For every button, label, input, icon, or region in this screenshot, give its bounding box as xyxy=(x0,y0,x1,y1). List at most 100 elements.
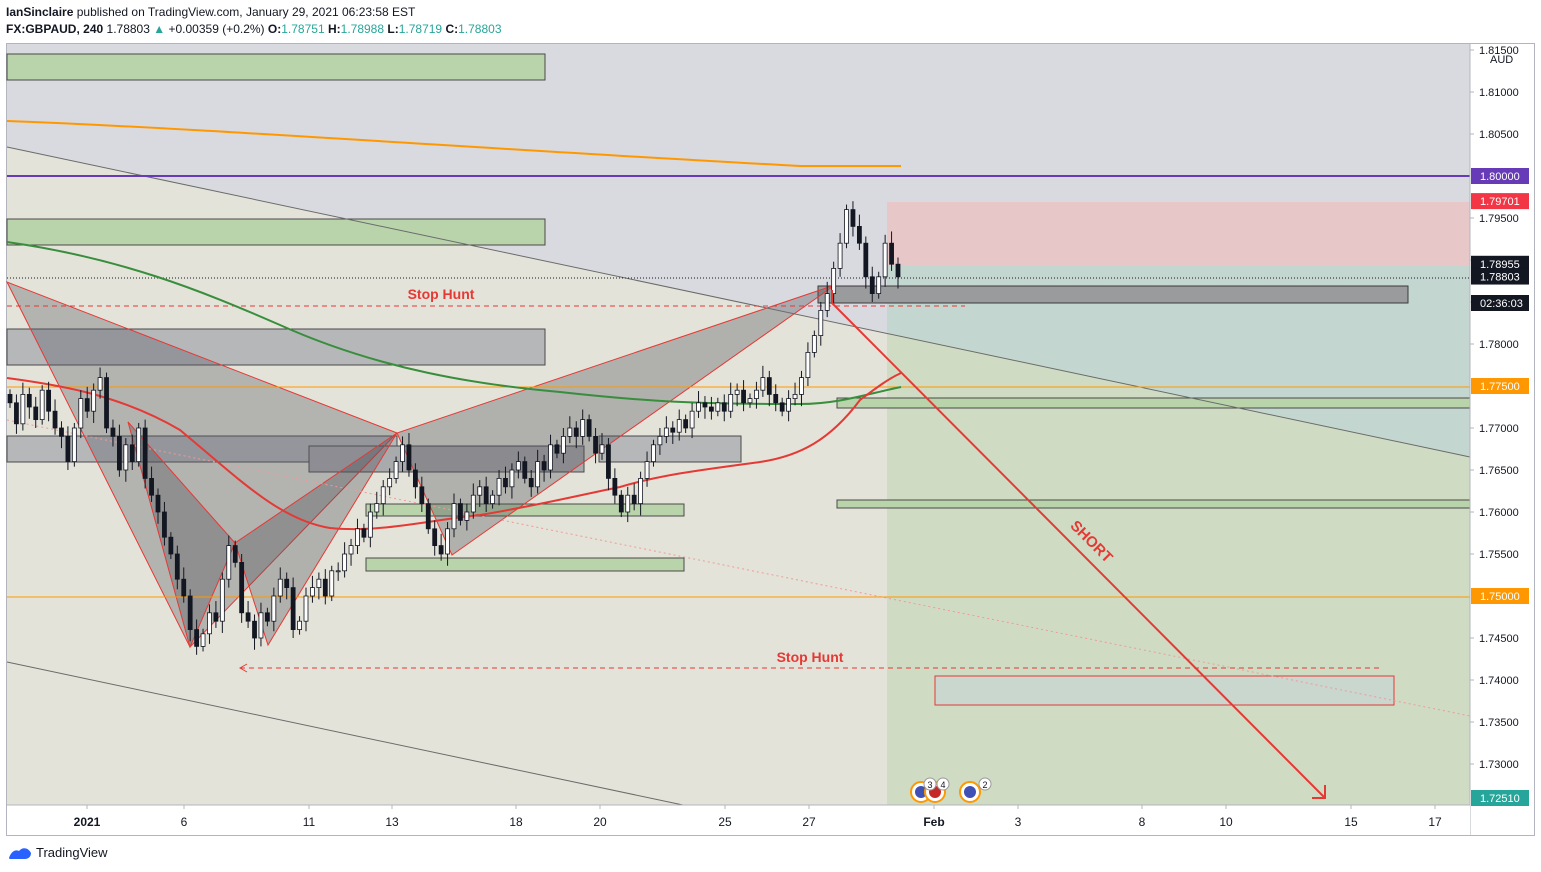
tradingview-logo-icon xyxy=(9,847,31,859)
zone-green[interactable] xyxy=(365,557,685,572)
badge-count xyxy=(923,777,937,791)
last-price: 1.78803 xyxy=(106,22,150,36)
candle-up xyxy=(535,461,541,488)
candle-up xyxy=(316,578,322,589)
price-label-tag xyxy=(1471,378,1529,394)
x-tick-label: 17 xyxy=(1428,815,1442,829)
candle-down xyxy=(631,494,637,505)
zone-gray[interactable] xyxy=(6,328,546,366)
candle-up xyxy=(219,578,225,622)
candle-down xyxy=(412,469,418,488)
trend-line-lower[interactable] xyxy=(6,661,684,806)
y-tick-label: 1.74000 xyxy=(1479,675,1519,687)
candle-up xyxy=(355,528,360,546)
candle-down xyxy=(129,444,135,462)
price-label-text: 1.78955 xyxy=(1480,259,1520,271)
candle-up xyxy=(200,633,206,647)
y-tick-label: 1.77000 xyxy=(1479,423,1519,435)
price-label-tag xyxy=(1471,588,1529,604)
candle-up xyxy=(689,410,695,429)
candle-up xyxy=(567,427,573,437)
target-zone[interactable] xyxy=(934,675,1395,706)
trend-line-upper[interactable] xyxy=(6,146,1471,458)
y-tick-label: 1.75500 xyxy=(1479,549,1519,561)
candle-up xyxy=(335,570,341,573)
candle-up xyxy=(580,419,586,437)
candle-down xyxy=(721,402,727,412)
zone-green[interactable] xyxy=(836,499,1471,509)
x-tick-label: 6 xyxy=(181,815,188,829)
tradingview-footer[interactable]: TradingView xyxy=(8,845,108,860)
candle-up xyxy=(638,477,644,504)
stop-loss-zone xyxy=(887,202,1470,265)
candle-down xyxy=(741,389,746,404)
flag-fill xyxy=(964,786,976,798)
publisher-name[interactable]: IanSinclaire xyxy=(6,5,74,19)
publish-info: published on TradingView.com, January 29… xyxy=(76,5,416,19)
candle-up xyxy=(663,427,669,437)
candle-up xyxy=(303,595,309,622)
candle-down xyxy=(708,406,714,412)
candle-up xyxy=(625,494,631,513)
candle-up xyxy=(39,389,45,421)
candle-up xyxy=(515,461,521,471)
harmonic-pattern[interactable] xyxy=(5,281,836,649)
price-label-tag xyxy=(1471,193,1529,210)
candle-up xyxy=(715,402,721,412)
candle-down xyxy=(174,553,180,580)
candle-up xyxy=(644,461,650,479)
candle-down xyxy=(252,620,257,639)
candle-down xyxy=(194,629,200,647)
price-label-text: 1.77500 xyxy=(1480,381,1520,393)
y-tick-label: 1.81000 xyxy=(1479,87,1519,99)
candle-down xyxy=(554,444,560,454)
candle-down xyxy=(84,398,90,412)
price-label-text: 02:36:03 xyxy=(1480,298,1523,310)
candle-up xyxy=(271,595,277,622)
candle-down xyxy=(116,435,122,471)
candle-up xyxy=(258,612,264,639)
stop-hunt-label[interactable]: Stop Hunt xyxy=(777,649,844,665)
short-arrow-head-icon xyxy=(1312,785,1326,799)
candle-up xyxy=(734,389,740,395)
candle-down xyxy=(33,406,39,421)
candle-up xyxy=(786,398,792,412)
candle-up xyxy=(844,209,849,244)
zone-green[interactable] xyxy=(6,53,546,81)
candle-up xyxy=(297,620,302,631)
candle-up xyxy=(342,553,348,572)
stop-hunt-arrow-icon xyxy=(238,663,248,673)
candle-down xyxy=(528,477,534,488)
candle-up xyxy=(374,503,380,513)
zone-gray[interactable] xyxy=(817,285,1409,304)
zone-gray[interactable] xyxy=(598,435,742,463)
short-arrow[interactable] xyxy=(831,302,1326,799)
candle-up xyxy=(818,309,824,336)
candle-up xyxy=(696,402,701,412)
candle-down xyxy=(245,612,251,622)
high-value: 1.78988 xyxy=(340,22,385,36)
dotted-trend-line[interactable] xyxy=(6,419,1471,717)
candle-up xyxy=(71,427,77,462)
candle-up xyxy=(657,435,663,446)
candle-up xyxy=(464,511,470,521)
flag-fill xyxy=(915,786,927,798)
zone-green[interactable] xyxy=(6,218,546,246)
y-tick-label: 1.76500 xyxy=(1479,465,1519,477)
candle-down xyxy=(522,461,528,479)
candle-down xyxy=(573,427,579,437)
candle-up xyxy=(400,444,405,462)
candle-down xyxy=(181,578,187,597)
candle-up xyxy=(348,545,354,555)
candle-down xyxy=(683,419,689,429)
y-tick-label: 1.79500 xyxy=(1479,213,1519,225)
candle-up xyxy=(805,351,811,378)
candle-up xyxy=(310,587,315,597)
event-badges[interactable]: 3 4 2 xyxy=(910,777,992,803)
badge-count xyxy=(978,777,992,791)
time-axis[interactable] xyxy=(7,805,1470,835)
stop-hunt-label[interactable]: Stop Hunt xyxy=(408,286,475,302)
x-tick-label: 25 xyxy=(718,815,732,829)
candle-up xyxy=(496,477,502,496)
